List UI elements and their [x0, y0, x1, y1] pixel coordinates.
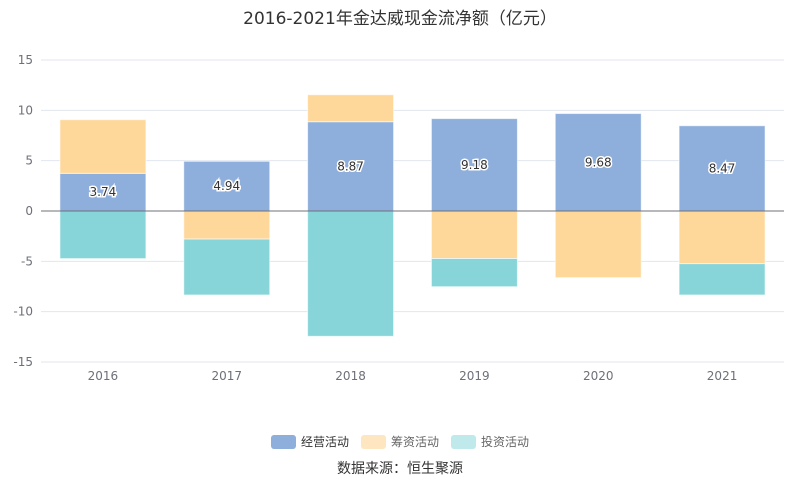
- legend-label: 经营活动: [300, 435, 349, 449]
- y-tick-label: 15: [18, 53, 33, 67]
- chart-title: 2016-2021年金达威现金流净额（亿元）: [243, 9, 557, 29]
- data-source: 数据来源：恒生聚源: [337, 461, 463, 477]
- bar-segment: [59, 210, 147, 260]
- x-tick-label: 2017: [211, 369, 242, 383]
- x-tick-label: 2021: [707, 369, 738, 383]
- legend-item-financing[interactable]: 筹资活动: [360, 433, 439, 450]
- y-tick-label: -10: [13, 305, 33, 319]
- bar-segment: [678, 125, 766, 212]
- data-label: 8.87: [337, 159, 364, 173]
- bar-segment: [59, 119, 147, 174]
- bar-segment: [307, 210, 395, 337]
- data-label: 3.74: [90, 185, 117, 199]
- bar-segment: [183, 160, 271, 212]
- y-tick-label: 5: [25, 154, 33, 168]
- x-tick-label: 2016: [88, 369, 119, 383]
- data-label: 9.18: [461, 158, 488, 172]
- y-tick-label: 0: [25, 204, 33, 218]
- x-tick-label: 2018: [335, 369, 366, 383]
- data-label: 9.68: [585, 155, 612, 169]
- legend-swatch: [270, 434, 296, 449]
- y-tick-label: -5: [21, 254, 33, 268]
- stacked-bar-chart: 15 10 5 0 -5 -10 -15 3.74 2016 4.94 2017 8.87 2018 9.…: [13, 53, 784, 383]
- legend-item-operating[interactable]: 经营活动: [270, 433, 349, 450]
- bar-segment: [678, 210, 766, 265]
- data-label: 8.47: [709, 161, 736, 175]
- x-tick-label: 2020: [583, 369, 614, 383]
- legend-label: 筹资活动: [390, 435, 439, 449]
- bar-segment: [430, 258, 518, 288]
- y-tick-label: 10: [18, 103, 33, 117]
- y-tick-label: -15: [13, 355, 33, 369]
- bar-segment: [678, 263, 766, 296]
- data-label: 4.94: [213, 179, 240, 193]
- legend: 经营活动 筹资活动 投资活动: [0, 433, 800, 450]
- legend-swatch: [360, 434, 386, 449]
- bar-segment: [430, 118, 518, 212]
- bar-segment: [307, 121, 395, 212]
- legend-item-investing[interactable]: 投资活动: [451, 433, 529, 450]
- bar-segment: [183, 238, 271, 296]
- x-tick-label: 2019: [459, 369, 490, 383]
- bar-segment: [554, 210, 642, 279]
- legend-swatch: [451, 434, 476, 449]
- bar-segment: [183, 210, 271, 240]
- bar-segment: [430, 210, 518, 260]
- legend-label: 投资活动: [481, 435, 530, 449]
- bar-segment: [307, 94, 395, 123]
